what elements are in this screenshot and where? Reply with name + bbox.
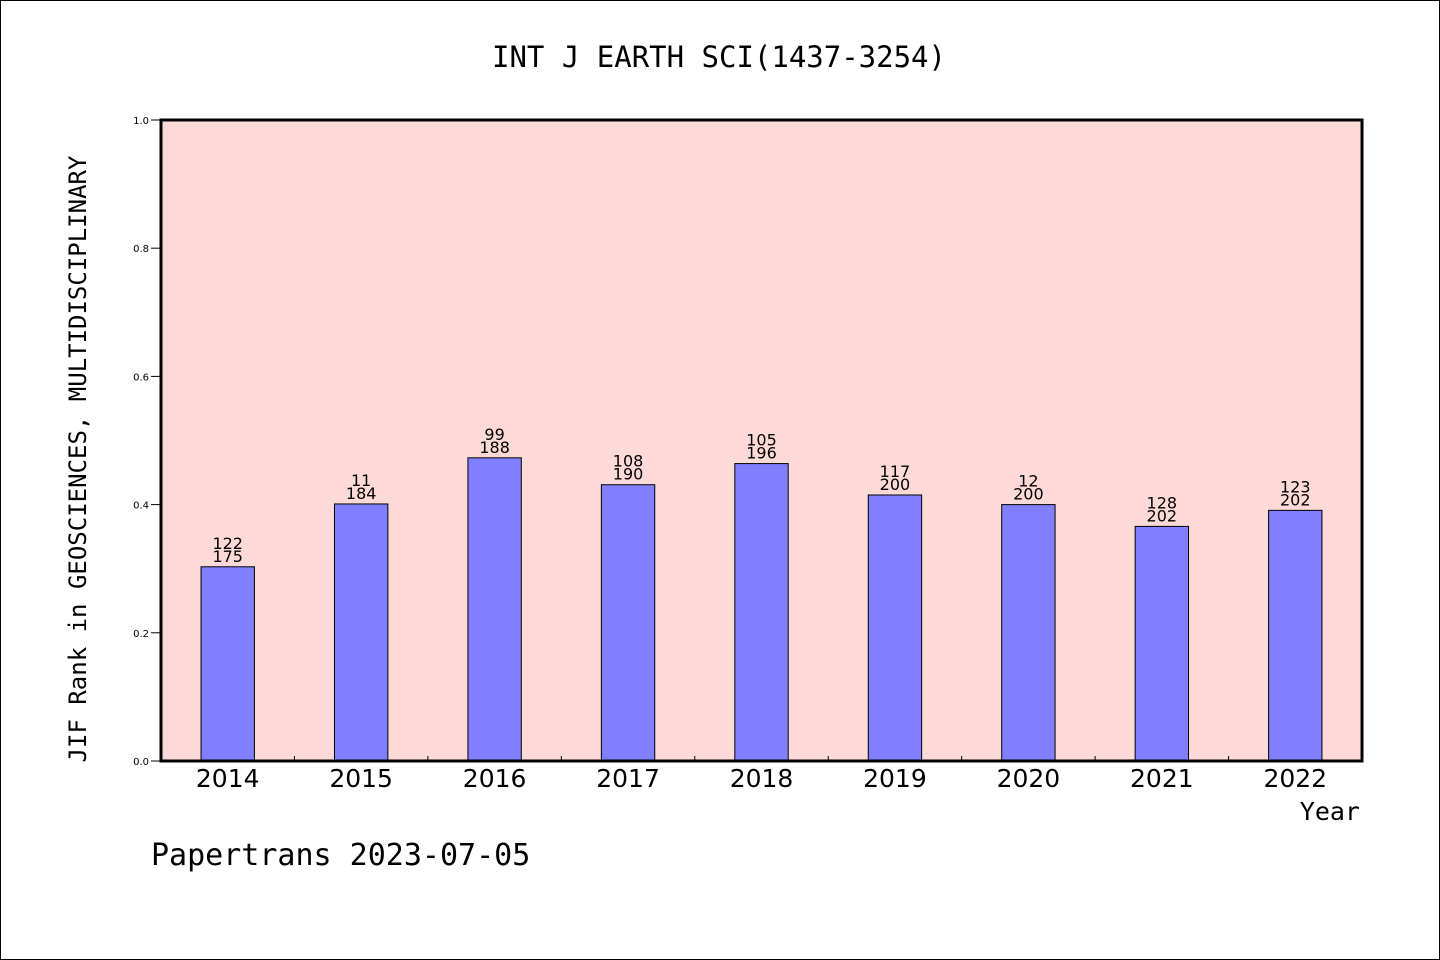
bar-rank-label: 122 — [212, 534, 243, 553]
bar-2018 — [734, 463, 789, 762]
bar-total-label: 190 — [613, 465, 644, 484]
x-tick-label: 2014 — [196, 764, 260, 793]
bar-rank-label: 105 — [746, 431, 777, 450]
bar-2014 — [200, 566, 255, 762]
bar-2017 — [600, 484, 656, 762]
y-tick-label: 0.4 — [133, 501, 149, 512]
bar-rank-label: 128 — [1147, 493, 1178, 512]
bar-total-label: 202 — [1147, 506, 1178, 525]
x-tick-label: 2019 — [863, 764, 927, 793]
x-tick-label: 2018 — [730, 764, 794, 793]
bar-rank-label: 12 — [1018, 472, 1038, 491]
x-axis-ticks: 2014 2015 2016 2017 2018 2019 2020 2021 2022 — [196, 756, 1327, 793]
y-axis-label: JIF Rank in GEOSCIENCES, MULTIDISCIPLINA… — [64, 155, 92, 762]
bar-total-label: 196 — [746, 444, 777, 463]
x-tick-label: 2015 — [329, 764, 393, 793]
x-tick-label: 2016 — [463, 764, 527, 793]
bar-rank-label: 11 — [351, 471, 371, 490]
x-tick-label: 2022 — [1263, 764, 1327, 793]
bar-2020 — [1001, 504, 1056, 762]
bar-2016 — [467, 457, 522, 762]
bar-total-label: 200 — [880, 475, 911, 494]
bar-2021 — [1134, 525, 1190, 762]
x-axis-label: Year — [1300, 797, 1360, 826]
bar-total-label: 200 — [1013, 485, 1044, 504]
bar-rank-label: 99 — [484, 425, 504, 444]
footer-note: Papertrans 2023-07-05 — [151, 838, 530, 873]
bar-rank-label: 123 — [1280, 477, 1311, 496]
x-tick-label: 2017 — [596, 764, 660, 793]
y-tick-label: 0.2 — [133, 629, 149, 640]
y-tick-label: 0.6 — [133, 372, 149, 383]
bar-rank-label: 108 — [613, 452, 644, 471]
y-tick-label: 0.0 — [133, 757, 149, 768]
y-axis-ticks: 0.0 0.2 0.4 0.6 0.8 1.0 — [133, 116, 161, 768]
bar-total-label: 202 — [1280, 490, 1311, 509]
y-tick-label: 1.0 — [133, 116, 149, 127]
x-tick-label: 2020 — [997, 764, 1061, 793]
bar-2015 — [333, 503, 389, 762]
bars-group — [200, 457, 1323, 762]
chart-title: INT J EARTH SCI(1437-3254) — [492, 40, 946, 74]
bar-total-label: 184 — [346, 484, 377, 503]
bar-rank-label: 117 — [880, 462, 911, 481]
bar-total-label: 188 — [479, 438, 510, 457]
bar-2022 — [1268, 509, 1323, 762]
y-tick-label: 0.8 — [133, 244, 149, 255]
bar-2019 — [867, 494, 923, 762]
bar-total-label: 175 — [212, 547, 243, 566]
x-tick-label: 2021 — [1130, 764, 1194, 793]
plot-frame — [159, 118, 1364, 763]
